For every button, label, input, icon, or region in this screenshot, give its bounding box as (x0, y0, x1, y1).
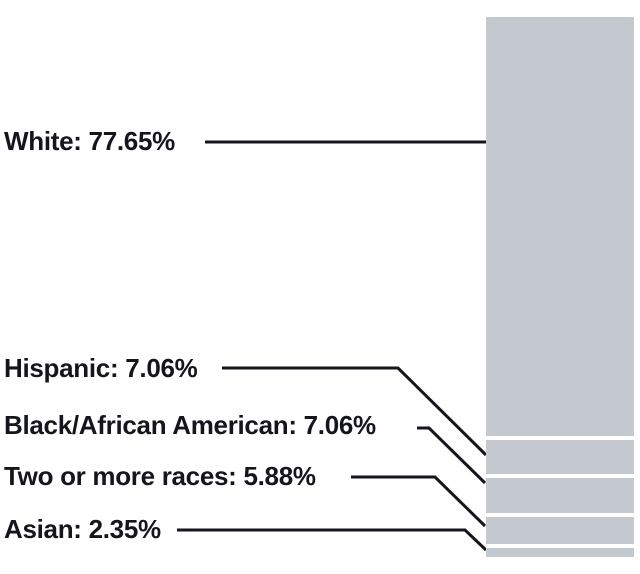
label-asian: Asian: 2.35% (4, 514, 161, 544)
label-white: White: 77.65% (4, 126, 175, 156)
bar-segment-two-or-more-races (486, 512, 634, 545)
label-two-or-more-races: Two or more races: 5.88% (4, 461, 316, 491)
bar-segment-asian (486, 544, 634, 557)
bar-segment-black-african-american (486, 474, 634, 513)
callout-line-two (351, 475, 487, 528)
callout-line-asian (177, 528, 488, 552)
stacked-bar (486, 17, 634, 557)
label-black-african-american: Black/African American: 7.06% (4, 410, 376, 440)
bar-segment-hispanic (486, 436, 634, 475)
callout-line-black (417, 426, 487, 485)
label-hispanic: Hispanic: 7.06% (4, 353, 198, 383)
bar-segment-white (486, 17, 634, 437)
